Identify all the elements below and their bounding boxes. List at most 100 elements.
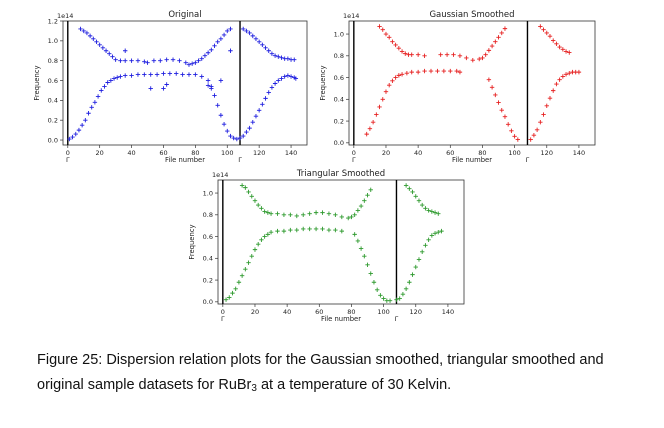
chart-title: Gaussian Smoothed bbox=[429, 10, 514, 20]
data-point bbox=[122, 58, 128, 63]
data-point bbox=[260, 102, 265, 107]
data-point bbox=[534, 127, 540, 132]
x-tick-label: 60 bbox=[315, 308, 323, 316]
data-point bbox=[154, 72, 160, 77]
data-point bbox=[457, 53, 463, 59]
data-point bbox=[89, 105, 94, 110]
y-tick-label: 1.0 bbox=[334, 30, 344, 38]
data-point bbox=[426, 237, 431, 243]
data-point bbox=[78, 26, 83, 32]
data-point bbox=[512, 134, 517, 139]
data-point bbox=[365, 262, 370, 268]
data-point bbox=[67, 136, 72, 142]
data-point bbox=[209, 47, 214, 52]
data-point bbox=[349, 214, 354, 220]
data-point bbox=[244, 129, 249, 135]
data-point bbox=[378, 293, 383, 298]
data-point bbox=[255, 241, 261, 247]
data-point bbox=[313, 226, 319, 232]
data-point bbox=[122, 48, 128, 53]
data-point bbox=[86, 111, 91, 116]
data-point bbox=[215, 39, 220, 45]
y-tick-label: 0.4 bbox=[48, 97, 58, 105]
data-point bbox=[107, 51, 112, 56]
data-point bbox=[377, 24, 382, 29]
data-series bbox=[486, 77, 521, 142]
data-point bbox=[544, 103, 549, 109]
x-axis-label: File number bbox=[452, 156, 492, 164]
data-point bbox=[73, 131, 78, 137]
data-point bbox=[253, 114, 259, 119]
x-tick-label: 40 bbox=[127, 149, 135, 157]
data-point bbox=[275, 211, 280, 216]
data-point bbox=[390, 39, 395, 44]
x-axis-label: File number bbox=[165, 156, 205, 164]
data-point bbox=[386, 82, 392, 88]
data-point bbox=[333, 227, 338, 233]
chart-title: Original bbox=[168, 10, 201, 20]
y-tick-label: 0.4 bbox=[334, 96, 344, 104]
data-point bbox=[228, 133, 233, 139]
data-series bbox=[403, 183, 441, 216]
data-point bbox=[276, 78, 281, 83]
data-point bbox=[247, 30, 252, 36]
data-point bbox=[239, 273, 245, 278]
data-point bbox=[260, 42, 265, 48]
data-point bbox=[288, 74, 294, 79]
data-point bbox=[221, 32, 227, 38]
data-point bbox=[429, 209, 435, 214]
x-tick-label: 140 bbox=[285, 149, 297, 157]
data-point bbox=[241, 26, 246, 32]
x-tick-label: 140 bbox=[573, 149, 585, 157]
data-point bbox=[276, 54, 281, 59]
data-point bbox=[272, 81, 278, 86]
y-tick-label: 1.0 bbox=[203, 189, 213, 197]
data-series bbox=[239, 183, 373, 221]
data-point bbox=[279, 76, 284, 81]
caption-text: Figure 25: Dispersion relation plots for… bbox=[37, 352, 604, 393]
data-point bbox=[174, 71, 179, 76]
data-point bbox=[231, 135, 236, 141]
data-point bbox=[293, 76, 299, 81]
offset-text: 1e14 bbox=[212, 171, 228, 179]
data-point bbox=[320, 226, 325, 232]
data-point bbox=[221, 121, 227, 127]
data-point bbox=[209, 86, 214, 91]
x-tick-label: 80 bbox=[478, 149, 486, 157]
data-point bbox=[346, 215, 351, 221]
data-point bbox=[218, 78, 224, 83]
y-axis-label: Frequency bbox=[188, 224, 196, 259]
data-point bbox=[145, 60, 150, 65]
data-point bbox=[225, 128, 230, 134]
data-point bbox=[557, 44, 562, 50]
data-point bbox=[576, 69, 582, 75]
x-tick-label: 60 bbox=[446, 149, 454, 157]
y-tick-label: 0.6 bbox=[48, 77, 58, 85]
plot-frame bbox=[348, 20, 596, 146]
data-point bbox=[228, 48, 233, 53]
data-point bbox=[439, 228, 444, 234]
data-series bbox=[538, 24, 572, 55]
data-point bbox=[253, 36, 259, 42]
offset-text: 1e14 bbox=[57, 12, 73, 20]
chart-panel: Gaussian Smoothed 1e14 0 20 40 60 80 100 120 140 Γ… bbox=[319, 10, 596, 164]
data-point bbox=[212, 43, 217, 48]
data-point bbox=[403, 286, 409, 291]
data-point bbox=[202, 53, 208, 58]
x-tick-label: 120 bbox=[253, 149, 265, 157]
data-point bbox=[282, 74, 287, 79]
data-point bbox=[477, 56, 482, 62]
data-point bbox=[247, 125, 252, 131]
x-tick-label: 0 bbox=[352, 149, 356, 157]
data-point bbox=[158, 58, 163, 63]
data-point bbox=[313, 210, 319, 215]
data-point bbox=[83, 118, 88, 123]
x-tick-label: 20 bbox=[382, 149, 390, 157]
data-point bbox=[113, 57, 118, 62]
data-point bbox=[470, 57, 476, 63]
data-point bbox=[397, 296, 402, 301]
data-point bbox=[223, 297, 229, 302]
y-tick-label: 0.2 bbox=[48, 117, 58, 125]
y-tick-label: 0.0 bbox=[48, 136, 58, 144]
data-point bbox=[339, 228, 345, 234]
